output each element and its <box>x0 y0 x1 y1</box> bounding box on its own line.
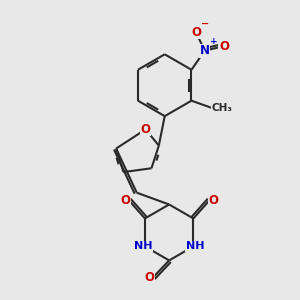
Text: O: O <box>144 271 154 284</box>
Text: O: O <box>120 194 130 207</box>
Text: +: + <box>210 37 218 46</box>
Text: O: O <box>219 40 229 53</box>
Text: CH₃: CH₃ <box>212 103 233 113</box>
Text: N: N <box>200 44 210 57</box>
Text: NH: NH <box>134 242 153 251</box>
Text: −: − <box>201 19 209 29</box>
Text: O: O <box>141 123 151 136</box>
Text: O: O <box>208 194 218 207</box>
Text: NH: NH <box>186 242 204 251</box>
Text: O: O <box>191 26 201 39</box>
